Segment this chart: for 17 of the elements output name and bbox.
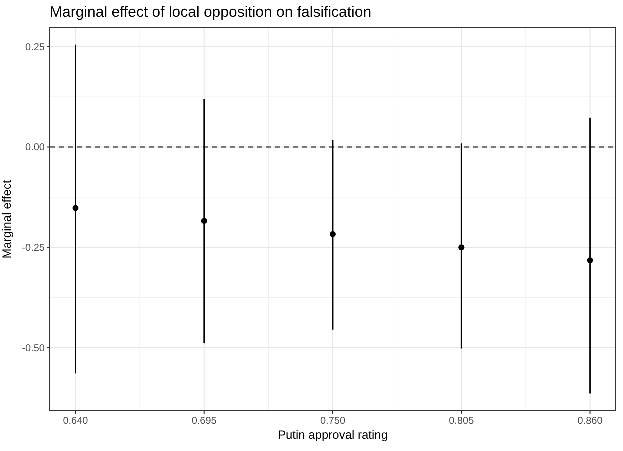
point	[458, 244, 465, 251]
y-tick-label: -0.25	[22, 243, 46, 254]
point	[330, 231, 336, 238]
x-axis-title: Putin approval rating	[278, 428, 388, 442]
chart-title: Marginal effect of local opposition on falsification	[50, 4, 372, 21]
x-tick-label: 0.695	[192, 416, 218, 427]
y-axis-title: Marginal effect	[0, 180, 14, 259]
y-tick-label: 0.00	[26, 142, 46, 154]
x-tick-label: 0.860	[578, 416, 604, 427]
point	[201, 218, 208, 224]
x-tick-label: 0.750	[320, 416, 346, 427]
x-tick-label: 0.640	[63, 416, 89, 427]
x-tick-label: 0.805	[449, 416, 475, 427]
y-tick-label: 0.25	[26, 42, 46, 54]
point	[587, 257, 594, 264]
point	[72, 205, 79, 212]
y-tick-label: -0.50	[22, 343, 46, 354]
